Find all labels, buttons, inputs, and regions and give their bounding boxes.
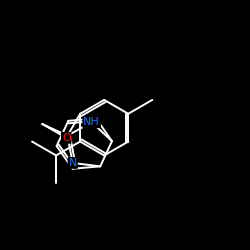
Text: O: O xyxy=(62,133,71,143)
Text: N: N xyxy=(68,158,77,168)
Text: NH: NH xyxy=(83,117,100,127)
